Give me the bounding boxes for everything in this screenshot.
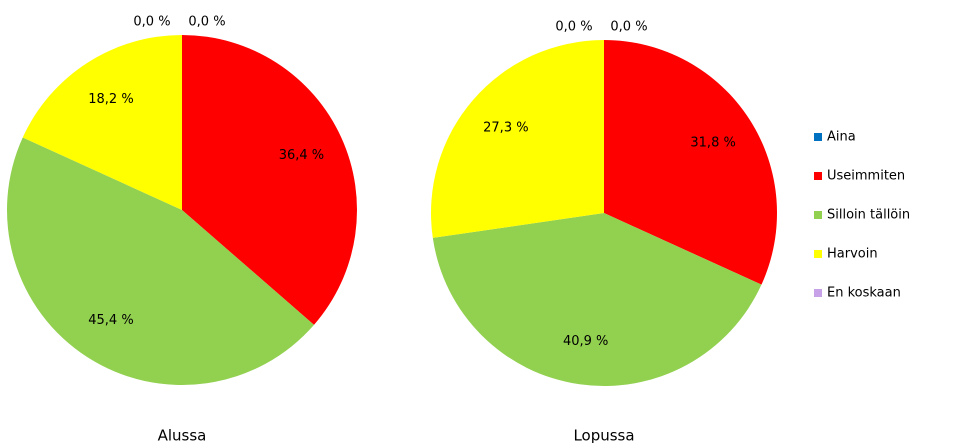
legend-label: En koskaan	[827, 286, 901, 301]
legend-label: Aina	[827, 130, 856, 145]
pie-slice	[604, 40, 778, 285]
data-label: 31,8 %	[690, 135, 735, 150]
data-label: 27,3 %	[483, 121, 528, 136]
legend-swatch	[814, 172, 822, 180]
data-label: 36,4 %	[279, 148, 324, 163]
legend-label: Silloin tällöin	[827, 208, 910, 223]
pie-slice	[182, 35, 357, 325]
pie-slice	[7, 137, 314, 385]
chart-title: Lopussa	[573, 427, 634, 443]
legend-swatch	[814, 211, 822, 219]
data-label: 0,0 %	[555, 20, 592, 35]
data-label: 0,0 %	[188, 15, 225, 30]
pie-slice	[431, 39, 604, 238]
legend-label: Useimmiten	[827, 169, 905, 184]
data-label: 18,2 %	[88, 92, 133, 107]
data-label: 40,9 %	[563, 334, 608, 349]
data-label: 0,0 %	[133, 15, 170, 30]
legend-label: Harvoin	[827, 247, 878, 262]
data-label: 0,0 %	[610, 20, 647, 35]
data-label: 45,4 %	[88, 313, 133, 328]
pie-slice	[22, 35, 182, 210]
legend-swatch	[814, 289, 822, 297]
legend-swatch	[814, 250, 822, 258]
chart-title: Alussa	[158, 427, 207, 443]
legend-swatch	[814, 133, 822, 141]
pie-slice	[432, 213, 762, 386]
